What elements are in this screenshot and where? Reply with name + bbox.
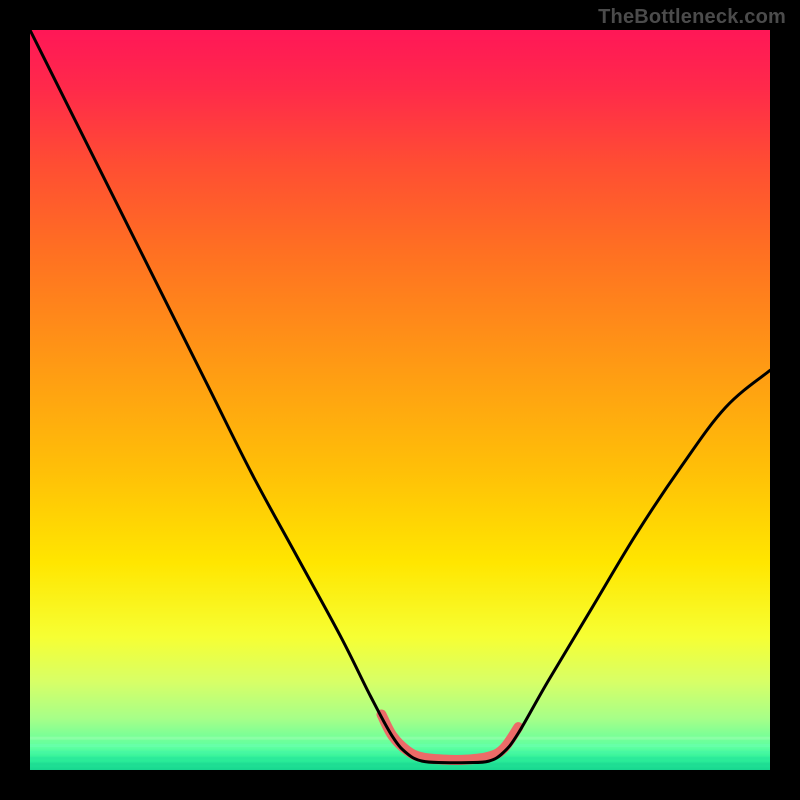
bottom-band [30, 763, 770, 766]
chart-frame: TheBottleneck.com [0, 0, 800, 800]
watermark-text: TheBottleneck.com [598, 6, 786, 29]
bottleneck-chart [0, 0, 800, 800]
bottom-band [30, 757, 770, 760]
heatmap-background [30, 30, 770, 770]
